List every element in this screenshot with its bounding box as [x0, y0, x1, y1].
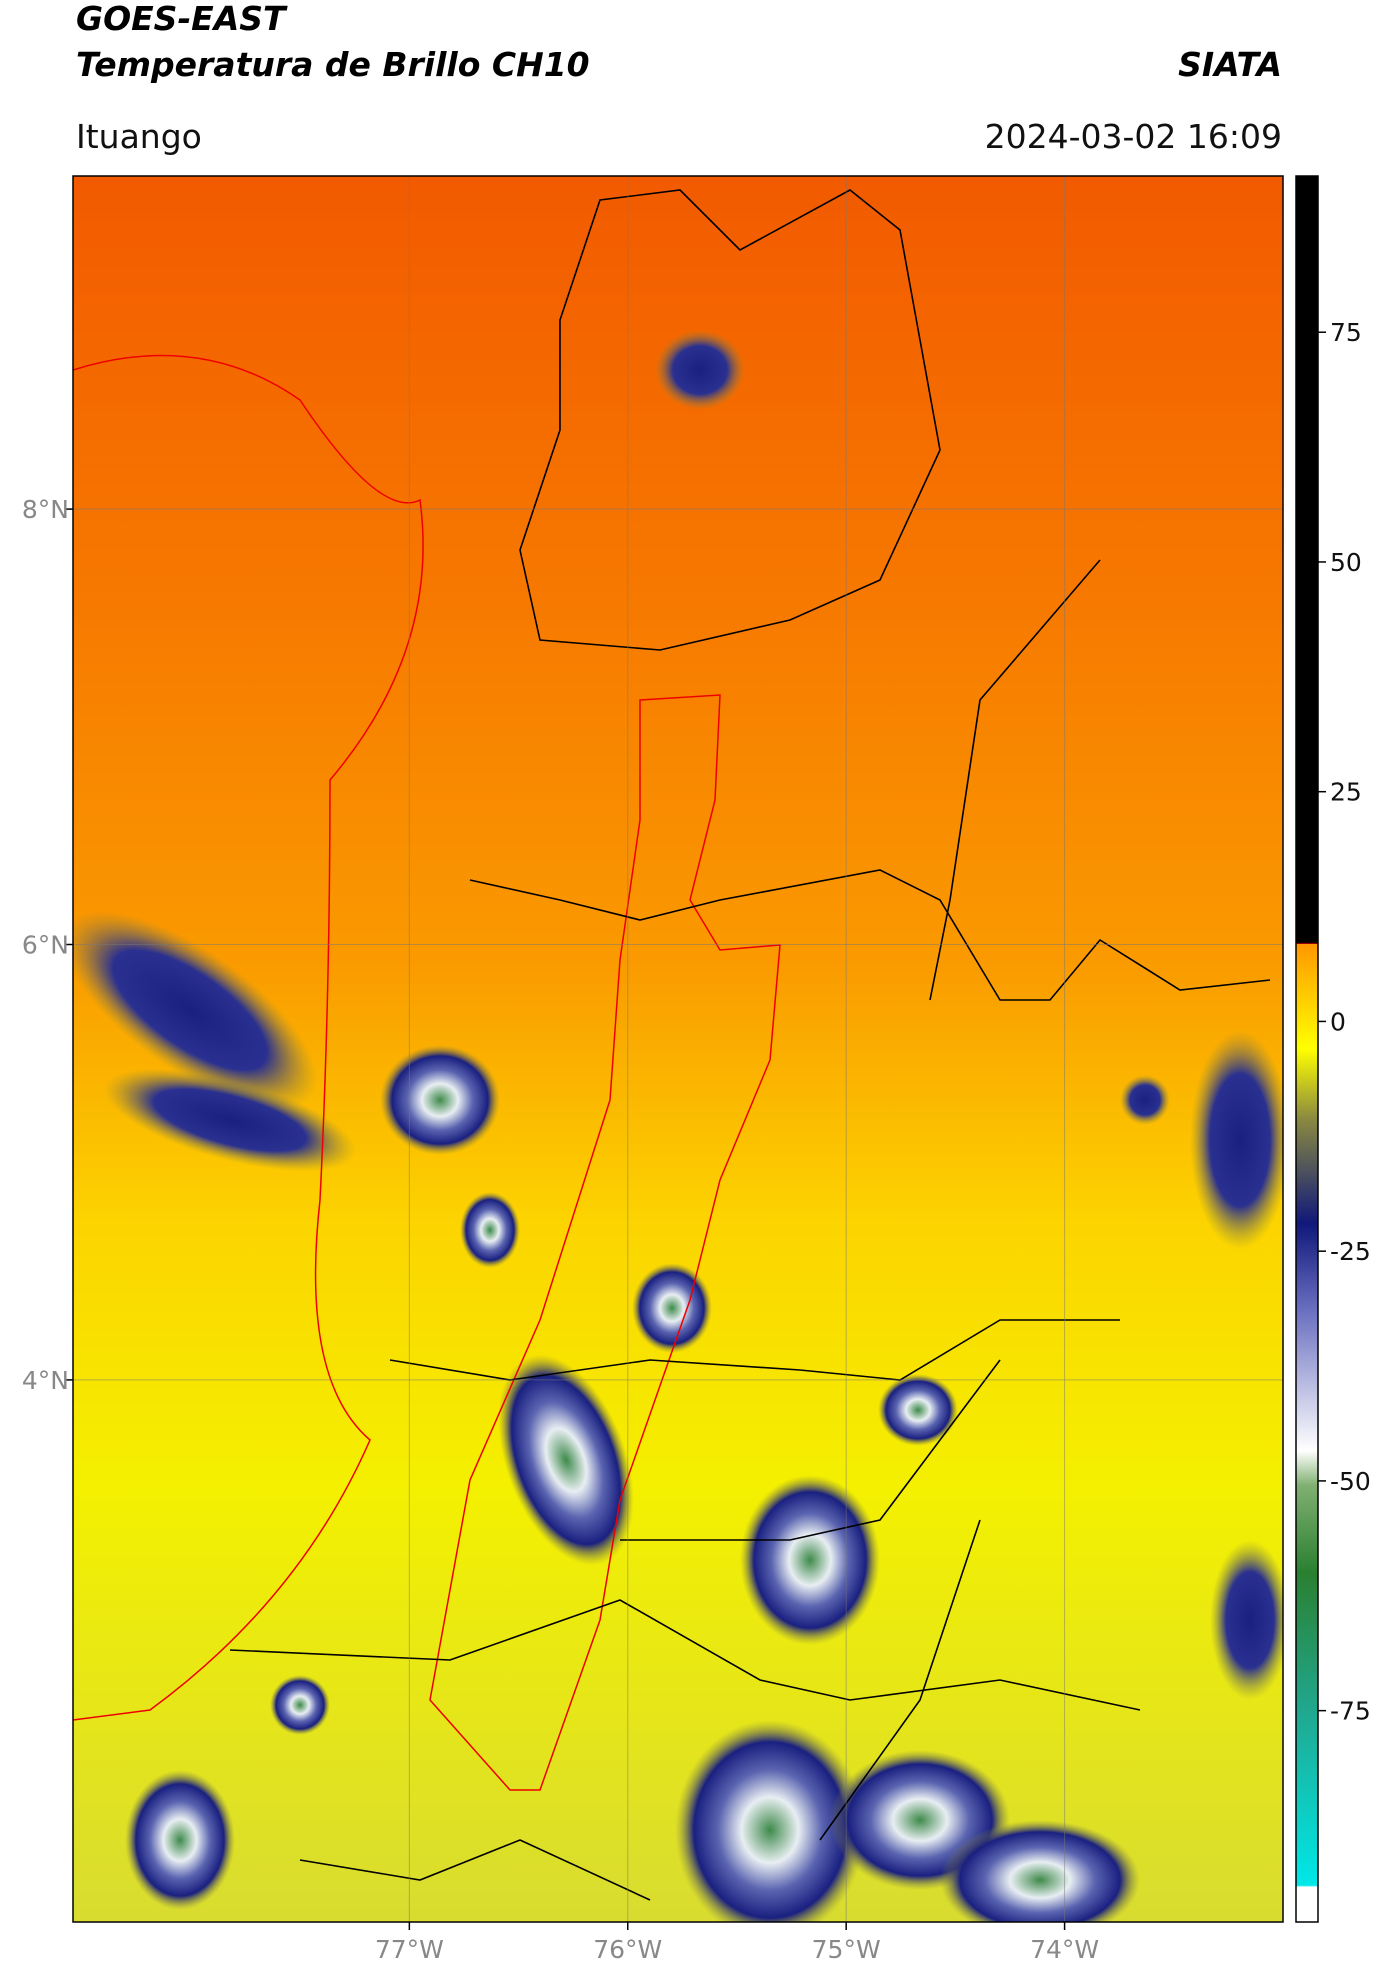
subtitle: Temperatura de Brillo CH10: [76, 45, 590, 84]
basin-outline: [429, 694, 781, 1791]
y-tick-label: 4°N: [22, 1366, 69, 1395]
x-tick-label: 76°W: [593, 1935, 662, 1964]
y-tick-label: 6°N: [22, 931, 69, 960]
coastline: [73, 354, 424, 1721]
region: Ituango: [76, 117, 202, 156]
colorbar: [1295, 175, 1319, 1923]
admin-borders: [229, 189, 1271, 1901]
colorbar-tick-label: -50: [1330, 1467, 1371, 1496]
brand: SIATA: [1178, 45, 1282, 84]
colorbar-tick-label: -25: [1330, 1237, 1371, 1266]
x-tick-label: 75°W: [812, 1935, 881, 1964]
title: GOES-EAST: [76, 0, 288, 38]
clouds: [73, 330, 1283, 1922]
x-tick-label: 74°W: [1030, 1935, 1099, 1964]
map: [73, 176, 1283, 1922]
datetime: 2024-03-02 16:09: [985, 117, 1282, 156]
colorbar-tick-label: 25: [1330, 778, 1362, 807]
map-frame: [72, 175, 1284, 1923]
x-tick-label: 77°W: [375, 1935, 444, 1964]
colorbar-tick-label: 0: [1330, 1007, 1346, 1036]
colorbar-tick-label: 75: [1330, 318, 1362, 347]
colorbar-tick-label: -75: [1330, 1697, 1371, 1726]
colorbar-tick-label: 50: [1330, 548, 1362, 577]
y-tick-label: 8°N: [22, 495, 69, 524]
